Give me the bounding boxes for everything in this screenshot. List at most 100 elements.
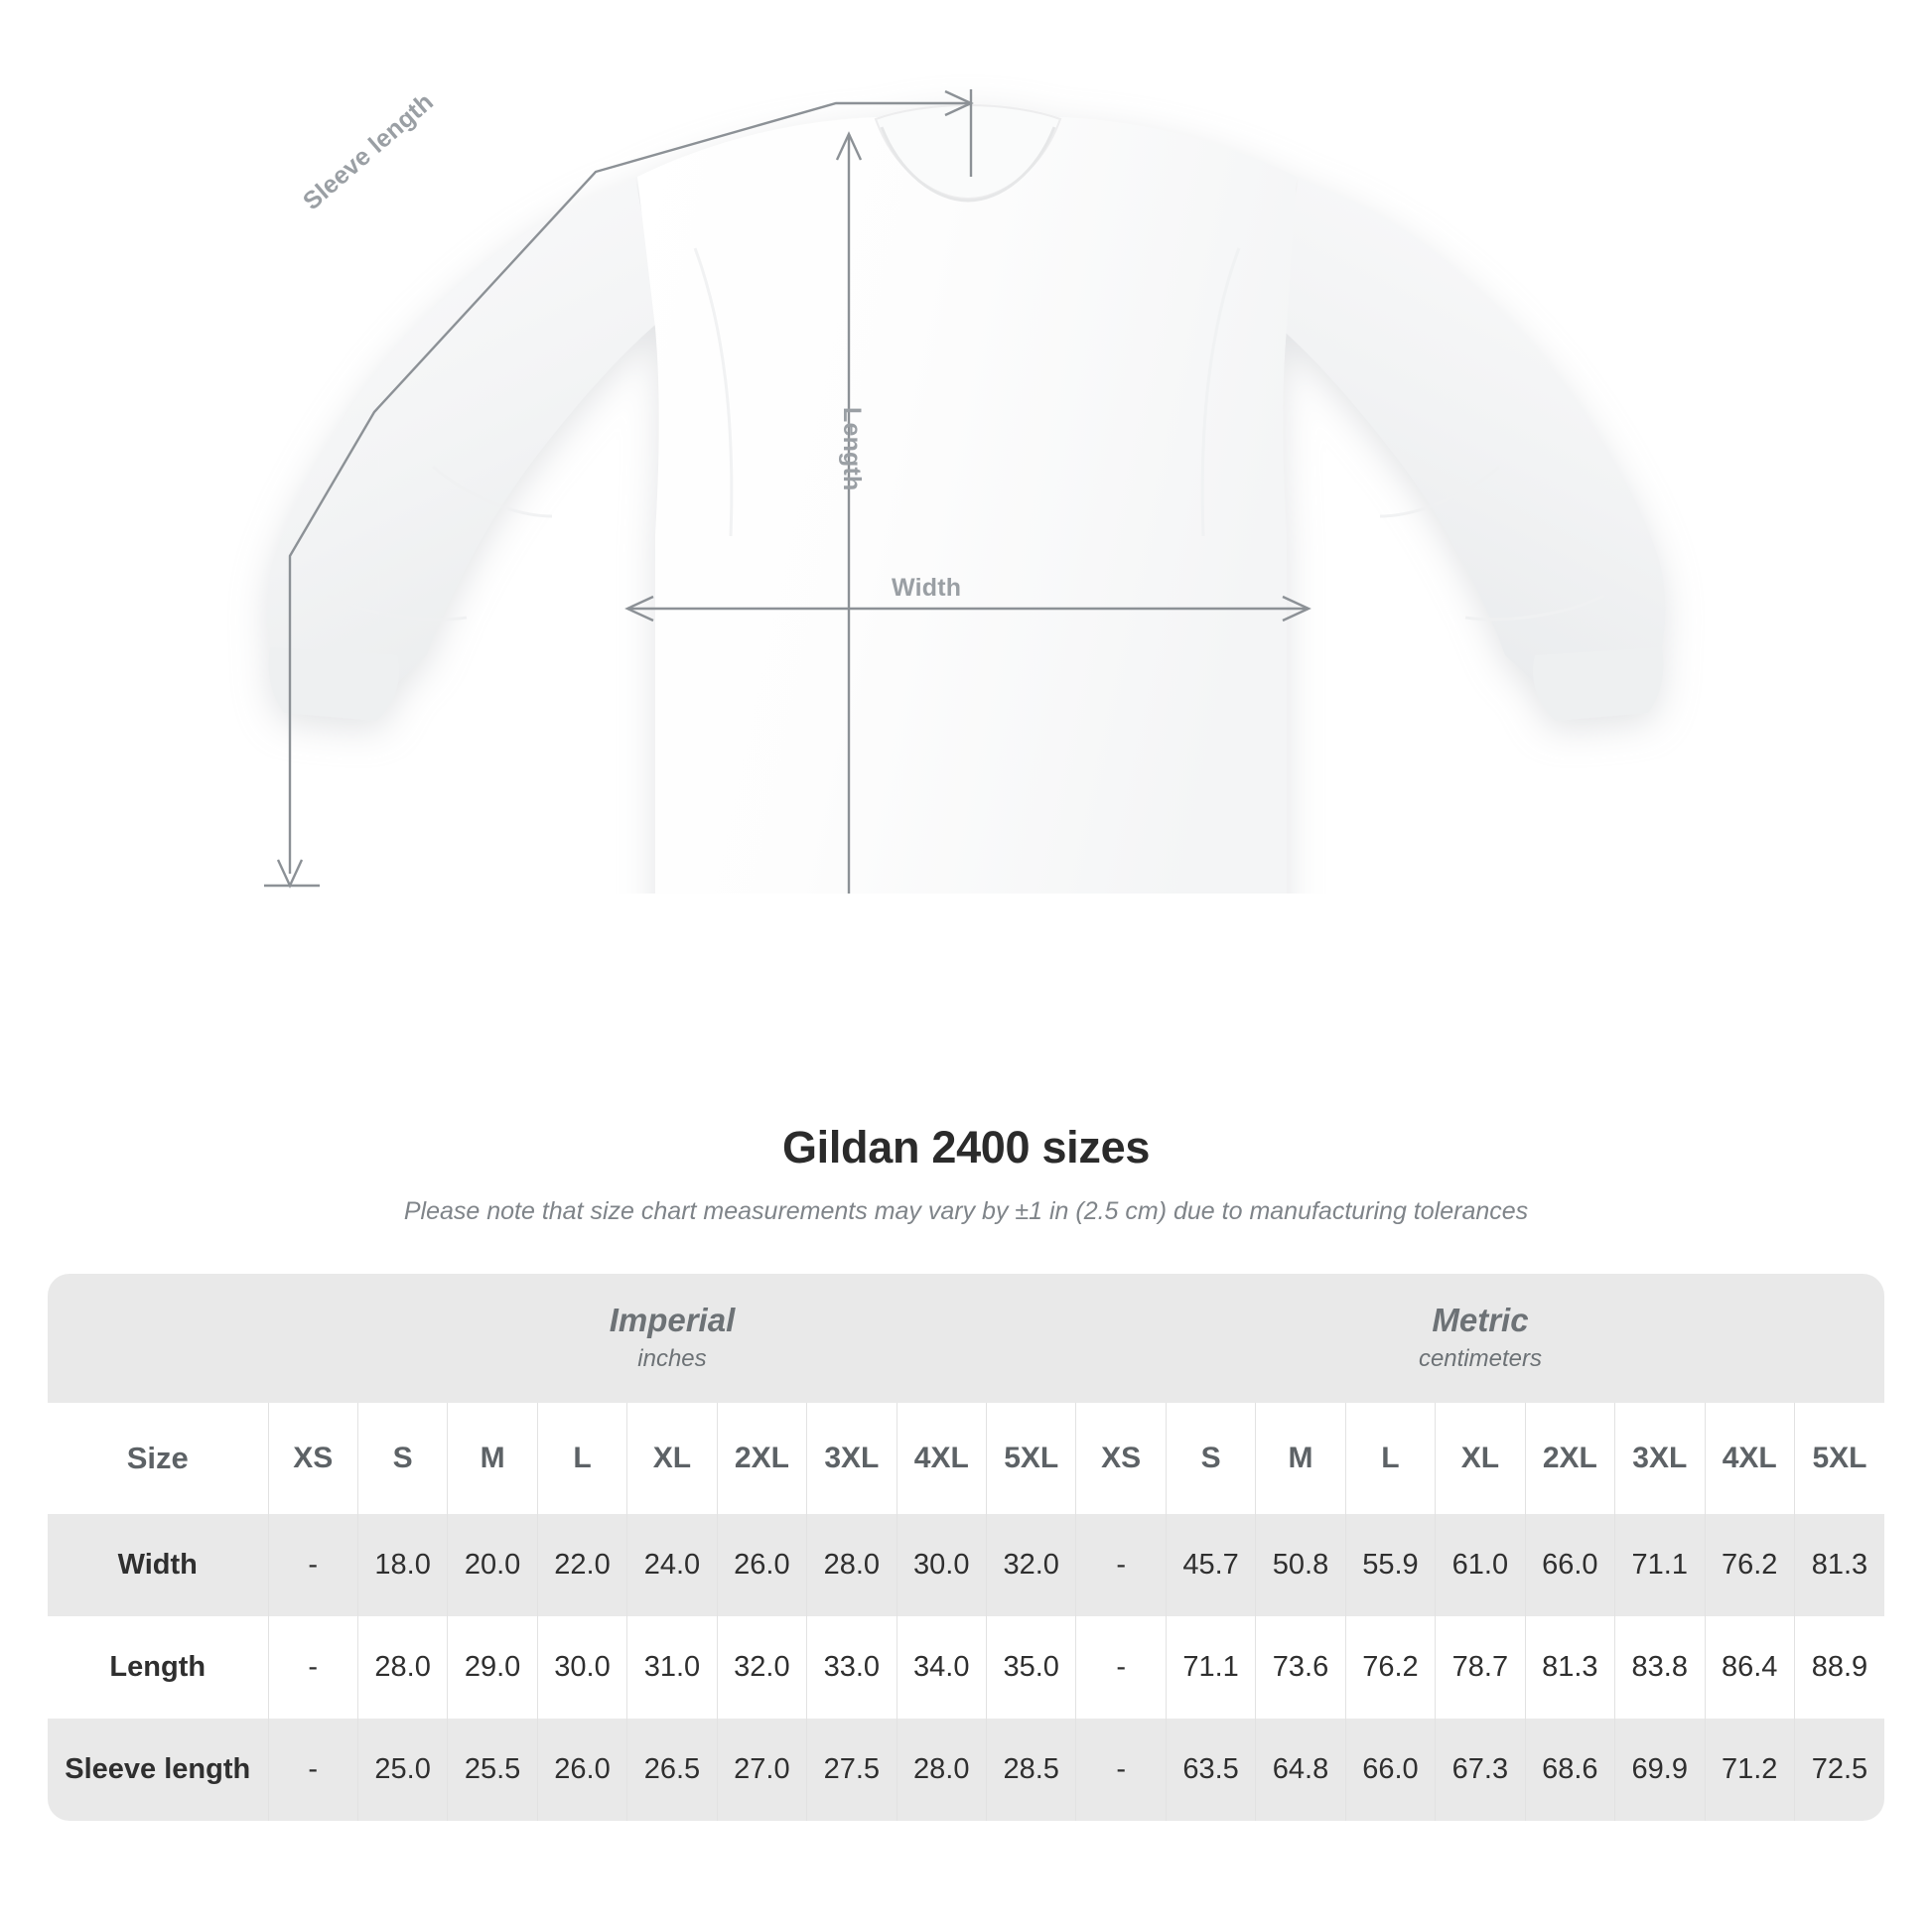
cell-length-imperial-xs: - <box>267 1616 358 1719</box>
size-header-metric-m: M <box>1255 1403 1346 1514</box>
cell-width-imperial-5xl: 32.0 <box>985 1514 1076 1616</box>
garment-diagram: Sleeve length Length Width <box>0 0 1932 894</box>
size-header-imperial-4xl: 4XL <box>896 1403 987 1514</box>
row-label-length: Length <box>48 1616 268 1719</box>
cell-sleeve-imperial-s: 25.0 <box>356 1719 448 1821</box>
cell-sleeve-metric-4xl: 71.2 <box>1704 1719 1795 1821</box>
metric-label: Metric <box>1432 1301 1529 1338</box>
cell-sleeve-metric-2xl: 68.6 <box>1524 1719 1615 1821</box>
cell-width-metric-xs: - <box>1075 1514 1167 1616</box>
unit-system-banner-row: Imperial inches Metric centimeters <box>48 1274 1884 1403</box>
cell-width-metric-2xl: 66.0 <box>1524 1514 1615 1616</box>
size-header-imperial-m: M <box>447 1403 538 1514</box>
size-header-imperial-3xl: 3XL <box>806 1403 897 1514</box>
size-table: Imperial inches Metric centimeters Size … <box>48 1274 1884 1821</box>
cell-sleeve-imperial-xl: 26.5 <box>626 1719 718 1821</box>
size-header-row: Size XS S M L XL 2XL 3XL 4XL 5XL XS S M … <box>48 1403 1884 1514</box>
cell-sleeve-metric-xs: - <box>1075 1719 1167 1821</box>
cell-width-metric-s: 45.7 <box>1165 1514 1256 1616</box>
cell-width-imperial-l: 22.0 <box>536 1514 627 1616</box>
cell-width-metric-5xl: 81.3 <box>1793 1514 1884 1616</box>
size-header-imperial-xl: XL <box>626 1403 718 1514</box>
cell-length-imperial-5xl: 35.0 <box>985 1616 1076 1719</box>
row-label-width: Width <box>48 1514 268 1616</box>
size-column-header: Size <box>48 1403 268 1514</box>
cell-sleeve-imperial-xs: - <box>267 1719 358 1821</box>
cell-sleeve-imperial-5xl: 28.5 <box>985 1719 1076 1821</box>
fabric-folds <box>327 247 1605 621</box>
cell-length-metric-m: 73.6 <box>1255 1616 1346 1719</box>
metric-banner-cell: Metric centimeters <box>1075 1274 1884 1403</box>
size-header-imperial-5xl: 5XL <box>985 1403 1076 1514</box>
sleeve-length-line <box>288 101 971 874</box>
cell-width-metric-l: 55.9 <box>1344 1514 1436 1616</box>
cell-width-imperial-xl: 24.0 <box>626 1514 718 1616</box>
cell-length-imperial-m: 29.0 <box>447 1616 538 1719</box>
size-header-metric-2xl: 2XL <box>1524 1403 1615 1514</box>
banner-spacer <box>48 1274 268 1403</box>
dimension-lines <box>264 89 1311 894</box>
table-row-width: Width - 18.0 20.0 22.0 24.0 26.0 28.0 30… <box>48 1514 1884 1616</box>
shirt-illustration <box>264 89 1666 894</box>
cell-width-metric-4xl: 76.2 <box>1704 1514 1795 1616</box>
size-header-imperial-xs: XS <box>267 1403 358 1514</box>
imperial-banner-cell: Imperial inches <box>268 1274 1076 1403</box>
cell-length-imperial-2xl: 32.0 <box>716 1616 807 1719</box>
cell-length-metric-3xl: 83.8 <box>1614 1616 1705 1719</box>
table-row-length: Length - 28.0 29.0 30.0 31.0 32.0 33.0 3… <box>48 1616 1884 1719</box>
cell-sleeve-metric-s: 63.5 <box>1165 1719 1256 1821</box>
cell-length-metric-2xl: 81.3 <box>1524 1616 1615 1719</box>
cell-sleeve-imperial-l: 26.0 <box>536 1719 627 1821</box>
size-header-imperial-2xl: 2XL <box>716 1403 807 1514</box>
cell-width-metric-3xl: 71.1 <box>1614 1514 1705 1616</box>
row-label-sleeve-length: Sleeve length <box>48 1719 268 1821</box>
cell-length-imperial-s: 28.0 <box>356 1616 448 1719</box>
cell-width-imperial-2xl: 26.0 <box>716 1514 807 1616</box>
table-row-sleeve-length: Sleeve length - 25.0 25.5 26.0 26.5 27.0… <box>48 1719 1884 1821</box>
metric-unit-label: centimeters <box>1418 1345 1542 1373</box>
chart-heading-block: Gildan 2400 sizes Please note that size … <box>0 1122 1932 1226</box>
cell-sleeve-imperial-2xl: 27.0 <box>716 1719 807 1821</box>
cell-length-metric-4xl: 86.4 <box>1704 1616 1795 1719</box>
cell-sleeve-imperial-3xl: 27.5 <box>806 1719 897 1821</box>
cell-width-metric-m: 50.8 <box>1255 1514 1346 1616</box>
cell-length-metric-s: 71.1 <box>1165 1616 1256 1719</box>
cell-sleeve-metric-3xl: 69.9 <box>1614 1719 1705 1821</box>
size-header-metric-xs: XS <box>1075 1403 1167 1514</box>
cell-length-metric-xl: 78.7 <box>1435 1616 1526 1719</box>
cell-length-imperial-xl: 31.0 <box>626 1616 718 1719</box>
size-table-container: Imperial inches Metric centimeters Size … <box>48 1274 1884 1821</box>
cell-sleeve-metric-5xl: 72.5 <box>1793 1719 1884 1821</box>
cell-sleeve-metric-l: 66.0 <box>1344 1719 1436 1821</box>
cell-length-metric-l: 76.2 <box>1344 1616 1436 1719</box>
length-dimension-label: Length <box>838 407 866 491</box>
cell-width-imperial-3xl: 28.0 <box>806 1514 897 1616</box>
page-title: Gildan 2400 sizes <box>781 1122 1151 1173</box>
size-header-metric-l: L <box>1344 1403 1436 1514</box>
cell-length-imperial-l: 30.0 <box>536 1616 627 1719</box>
imperial-unit-label: inches <box>637 1345 707 1373</box>
cell-sleeve-metric-xl: 67.3 <box>1435 1719 1526 1821</box>
imperial-label: Imperial <box>609 1301 736 1338</box>
cell-sleeve-imperial-4xl: 28.0 <box>896 1719 987 1821</box>
size-header-metric-5xl: 5XL <box>1793 1403 1884 1514</box>
size-header-metric-4xl: 4XL <box>1704 1403 1795 1514</box>
cell-width-imperial-m: 20.0 <box>447 1514 538 1616</box>
cell-width-imperial-xs: - <box>267 1514 358 1616</box>
width-dimension-label: Width <box>892 574 962 602</box>
size-header-metric-xl: XL <box>1435 1403 1526 1514</box>
tolerance-note: Please note that size chart measurements… <box>403 1197 1529 1225</box>
cell-length-imperial-3xl: 33.0 <box>806 1616 897 1719</box>
size-header-metric-3xl: 3XL <box>1614 1403 1705 1514</box>
cell-length-imperial-4xl: 34.0 <box>896 1616 987 1719</box>
size-header-metric-s: S <box>1165 1403 1256 1514</box>
cell-sleeve-imperial-m: 25.5 <box>447 1719 538 1821</box>
shirt-body-shape <box>266 103 1666 894</box>
cell-sleeve-metric-m: 64.8 <box>1255 1719 1346 1821</box>
size-header-imperial-l: L <box>536 1403 627 1514</box>
cell-length-metric-xs: - <box>1075 1616 1167 1719</box>
size-header-imperial-s: S <box>356 1403 448 1514</box>
cell-width-metric-xl: 61.0 <box>1435 1514 1526 1616</box>
cell-length-metric-5xl: 88.9 <box>1793 1616 1884 1719</box>
